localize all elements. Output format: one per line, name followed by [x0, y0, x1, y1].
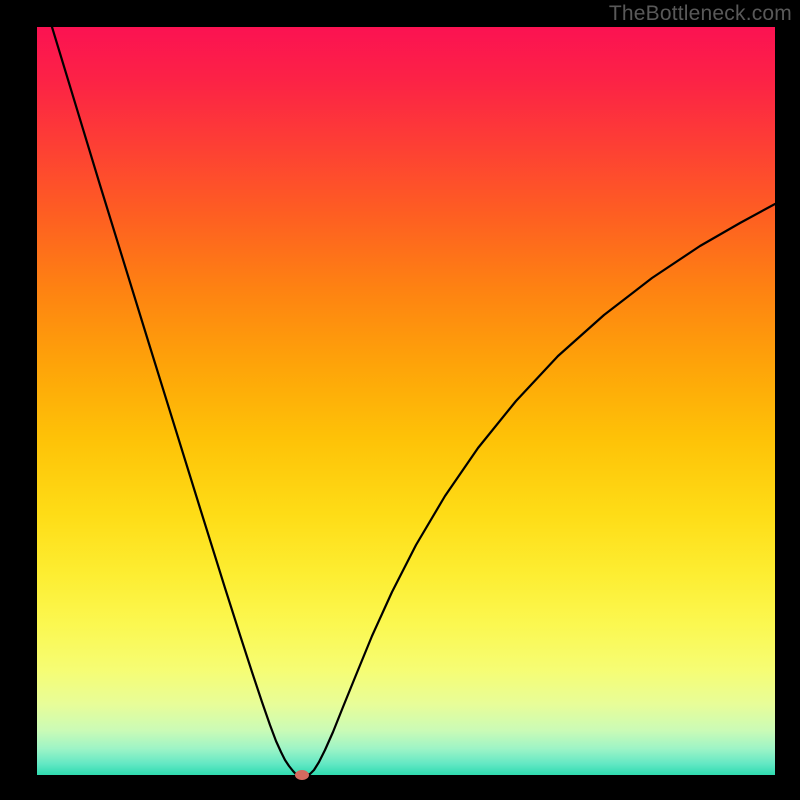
chart-canvas: TheBottleneck.com [0, 0, 800, 800]
optimum-marker [295, 770, 309, 780]
bottleneck-chart [0, 0, 800, 800]
plot-background [37, 27, 775, 775]
